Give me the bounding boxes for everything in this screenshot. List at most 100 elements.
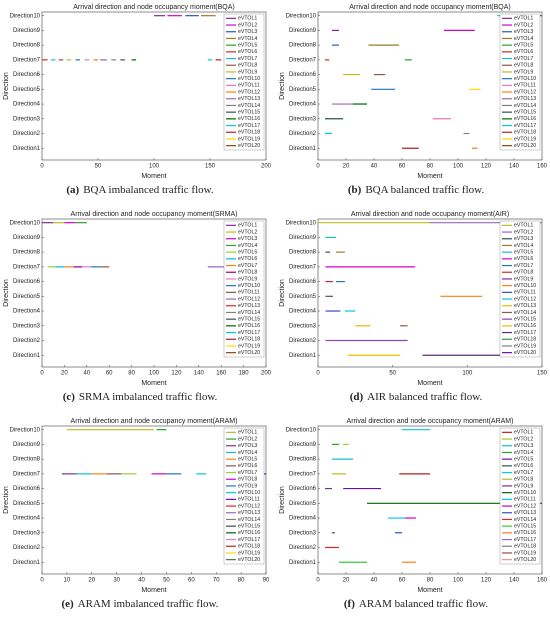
legend-label: eVTOL6 [238,49,257,55]
legend-label: eVTOL9 [514,69,533,75]
legend-label: eVTOL19 [238,343,260,349]
y-tick-label: Direction4 [13,516,41,522]
y-tick-label: Direction2 [13,545,41,551]
legend-label: eVTOL16 [514,323,536,329]
legend-label: eVTOL1 [514,430,533,436]
legend-label: eVTOL17 [514,537,536,543]
legend-label: eVTOL3 [514,443,533,449]
caption: (f) ARAM balanced traffic flow. [344,598,488,610]
legend-label: eVTOL12 [514,89,536,95]
x-tick-label: 40 [83,371,90,377]
legend-label: eVTOL9 [514,276,533,282]
legend-label: eVTOL14 [238,517,260,523]
y-tick-label: Direction10 [286,427,317,433]
y-tick-label: Direction10 [10,220,41,226]
legend-label: eVTOL7 [514,263,533,269]
y-tick-label: Direction2 [13,131,41,137]
y-axis-label: Direction [3,279,10,307]
legend-label: eVTOL16 [514,116,536,122]
legend-label: eVTOL14 [238,310,260,316]
legend-label: eVTOL3 [514,236,533,242]
legend-label: eVTOL2 [238,229,257,235]
legend-label: eVTOL15 [238,110,260,116]
chart-title: Arrival direction and node occupancy mom… [73,4,234,11]
legend-label: eVTOL18 [238,337,260,343]
y-tick-label: Direction3 [13,116,41,122]
y-tick-label: Direction6 [13,486,41,492]
y-tick-label: Direction8 [289,250,317,256]
y-tick-label: Direction5 [289,87,317,93]
legend-label: eVTOL15 [514,317,536,323]
legend-label: eVTOL7 [238,470,257,476]
legend-label: eVTOL5 [238,43,257,49]
plot-frame [41,425,267,575]
legend-label: eVTOL18 [238,544,260,550]
x-tick-label: 140 [509,578,520,584]
legend-box [223,427,265,565]
x-tick-label: 200 [261,164,272,170]
y-tick-label: Direction2 [13,338,41,344]
x-tick-label: 80 [427,578,434,584]
y-axis-label: Direction [279,279,286,307]
legend-label: eVTOL5 [238,250,257,256]
legend-label: eVTOL12 [238,503,260,509]
y-tick-label: Direction5 [13,501,41,507]
legend-label: eVTOL10 [514,76,536,82]
x-tick-label: 50 [389,371,396,377]
y-axis-label: Direction [279,72,286,100]
legend-label: eVTOL20 [238,143,260,149]
legend-label: eVTOL8 [238,63,257,69]
legend-label: eVTOL7 [238,263,257,269]
caption-text: BQA imbalanced traffic flow. [83,184,214,196]
caption-text: BQA balanced traffic flow. [365,184,484,196]
y-tick-label: Direction4 [13,102,41,108]
legend-label: eVTOL16 [238,116,260,122]
x-tick-label: 100 [149,164,160,170]
y-tick-label: Direction2 [289,545,317,551]
legend-label: eVTOL6 [514,256,533,262]
y-tick-label: Direction7 [13,471,41,477]
legend-label: eVTOL2 [238,22,257,28]
x-tick-label: 10 [64,578,71,584]
caption: (b) BQA balanced traffic flow. [348,184,485,196]
legend-label: eVTOL11 [514,290,536,296]
caption-text: SRMA imbalanced traffic flow. [79,391,218,403]
panel: Arrival direction and node occupancy mom… [3,4,272,196]
x-tick-label: 40 [371,578,378,584]
legend-label: eVTOL16 [514,530,536,536]
legend-label: eVTOL2 [238,436,257,442]
y-tick-label: Direction8 [289,43,317,49]
legend-label: eVTOL10 [514,283,536,289]
legend-label: eVTOL1 [238,430,257,436]
x-axis-label: Moment [417,173,442,180]
y-tick-label: Direction9 [289,442,317,448]
legend-label: eVTOL11 [238,290,260,296]
caption-label: (c) [63,391,76,403]
y-tick-label: Direction4 [289,309,317,315]
legend-label: eVTOL6 [514,49,533,55]
legend-label: eVTOL11 [238,497,260,503]
legend-label: eVTOL10 [238,490,260,496]
legend-label: eVTOL4 [514,243,533,249]
legend-label: eVTOL7 [514,56,533,62]
x-axis-label: Moment [141,173,166,180]
chart-title: Arrival direction and node occupancy mom… [351,211,509,218]
x-tick-label: 120 [171,371,182,377]
y-tick-label: Direction9 [13,235,41,241]
y-axis-label: Direction [3,72,10,100]
legend-label: eVTOL20 [514,143,536,149]
x-tick-label: 40 [371,164,378,170]
legend-label: eVTOL12 [514,503,536,509]
x-tick-label: 0 [40,371,44,377]
legend-label: eVTOL19 [514,136,536,142]
x-tick-label: 100 [453,164,464,170]
x-tick-label: 20 [343,578,350,584]
legend-label: eVTOL2 [514,22,533,28]
legend-label: eVTOL10 [238,76,260,82]
legend-label: eVTOL17 [514,123,536,129]
x-tick-label: 30 [113,578,120,584]
legend-box [223,220,265,358]
legend-label: eVTOL19 [514,550,536,556]
legend-label: eVTOL1 [238,16,257,22]
legend-label: eVTOL8 [514,477,533,483]
